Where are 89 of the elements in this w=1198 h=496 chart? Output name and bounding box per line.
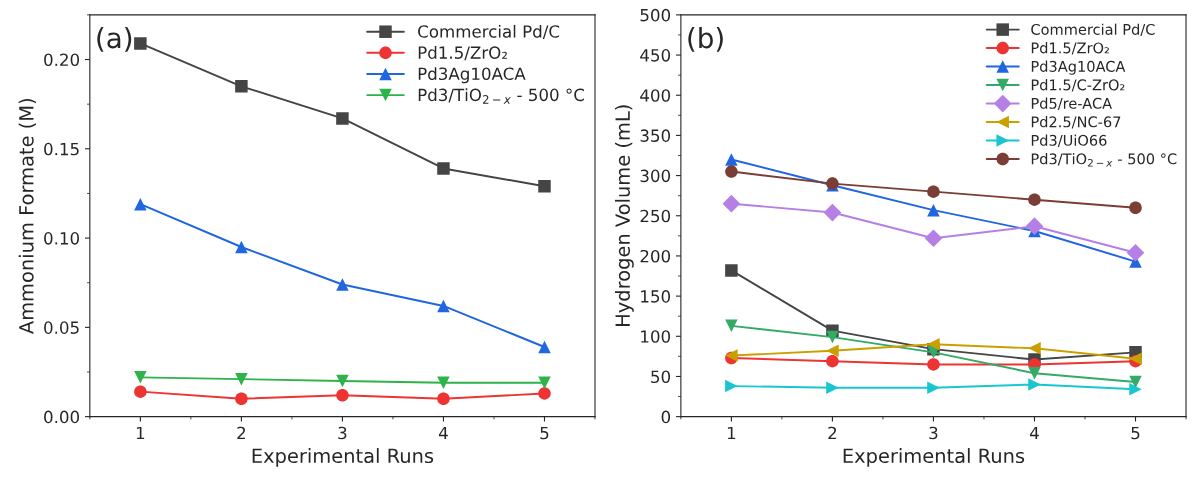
- y-tick-label: 450: [640, 49, 671, 62]
- point: [722, 194, 741, 213]
- point: [437, 392, 450, 406]
- point: [1028, 342, 1041, 355]
- legend-label: Pd1.5/ZrO₂: [1031, 42, 1109, 55]
- point: [1129, 383, 1142, 396]
- point: [235, 392, 248, 406]
- point: [437, 299, 450, 313]
- legend-label: Pd3/TiO$_{2−x}$ - 500 °C: [1031, 153, 1177, 167]
- point: [235, 372, 248, 386]
- point: [134, 371, 147, 384]
- y-tick-label: 0: [661, 410, 671, 424]
- x-tick-label: 2: [828, 426, 837, 440]
- y-tick-label: 100: [641, 330, 671, 343]
- point: [538, 376, 551, 389]
- point: [924, 229, 943, 248]
- y-tick-label: 400: [640, 89, 671, 102]
- point: [235, 240, 248, 254]
- x-tick-label: 2: [237, 426, 246, 440]
- point: [538, 340, 551, 354]
- point: [1129, 375, 1142, 389]
- point: [1028, 193, 1041, 206]
- point: [826, 330, 839, 344]
- point: [336, 374, 349, 388]
- x-tick-label: 3: [929, 426, 938, 440]
- y-tick-label: 250: [640, 209, 671, 223]
- y-tick-label: 0.20: [44, 53, 80, 67]
- point: [134, 37, 147, 50]
- point: [1126, 243, 1145, 262]
- y-tick-label: 500: [640, 8, 671, 22]
- point: [725, 264, 738, 277]
- point: [235, 80, 248, 93]
- legend-label: Pd1.5/C-ZrO₂: [1031, 79, 1125, 92]
- y-tick-label: 350: [640, 129, 671, 142]
- point: [538, 387, 551, 400]
- y-tick-label: 50: [651, 370, 671, 384]
- point: [437, 376, 450, 389]
- point: [826, 354, 839, 368]
- x-tick-label: 5: [1131, 426, 1140, 440]
- legend-label: Pd3Ag10ACA: [418, 67, 526, 84]
- x-tick-label: 5: [540, 426, 549, 440]
- point: [336, 112, 349, 125]
- point: [927, 203, 940, 217]
- point: [1025, 217, 1044, 236]
- point: [725, 319, 738, 333]
- point: [1028, 367, 1041, 380]
- point: [1028, 378, 1041, 391]
- y-tick-label: 0.15: [44, 142, 79, 156]
- legend-label: Commercial Pd/C: [1031, 23, 1155, 37]
- point: [927, 185, 940, 198]
- y-tick-label: 0.10: [44, 232, 80, 245]
- x-tick-label: 1: [727, 426, 736, 440]
- legend-label: Pd3Ag10ACA: [1031, 60, 1126, 75]
- legend-label: Pd1.5/ZrO₂: [418, 46, 507, 61]
- x-tick-label: 4: [1029, 426, 1039, 440]
- legend-label: Pd3/TiO$_{2−x}$ - 500 °C: [418, 88, 584, 104]
- x-tick-label: 1: [136, 426, 145, 440]
- point: [1129, 201, 1142, 214]
- legend-label: Commercial Pd/C: [418, 24, 560, 40]
- annotation: (b): [688, 26, 723, 52]
- point: [134, 385, 147, 398]
- point: [826, 381, 839, 394]
- y-tick-label: 300: [640, 169, 671, 183]
- point: [134, 197, 147, 211]
- y-axis-title: Ammonium Formate (M): [18, 99, 36, 335]
- point: [538, 180, 551, 193]
- y-tick-label: 0.05: [44, 321, 79, 334]
- point: [927, 381, 940, 394]
- x-tick-label: 4: [438, 426, 448, 440]
- point: [336, 278, 349, 291]
- x-axis-title: Experimental Runs: [252, 448, 434, 467]
- point: [823, 203, 842, 222]
- y-tick-label: 200: [640, 249, 671, 263]
- legend-label: Pd5/re-ACA: [1031, 97, 1112, 111]
- point: [725, 165, 738, 178]
- x-axis-title: Experimental Runs: [843, 448, 1025, 467]
- y-axis-title: Hydrogen Volume (mL): [614, 105, 634, 326]
- point: [437, 162, 450, 175]
- legend-label: Pd2.5/NC-67: [1031, 116, 1121, 129]
- point: [725, 153, 738, 166]
- point: [927, 358, 940, 371]
- legend-label: Pd3/UiO66: [1031, 134, 1107, 147]
- y-tick-label: 0.00: [44, 410, 80, 424]
- point: [927, 338, 940, 351]
- point: [336, 388, 349, 402]
- annotation: (a): [97, 26, 132, 52]
- y-tick-label: 150: [641, 290, 671, 303]
- x-tick-label: 3: [338, 426, 347, 440]
- point: [725, 379, 738, 393]
